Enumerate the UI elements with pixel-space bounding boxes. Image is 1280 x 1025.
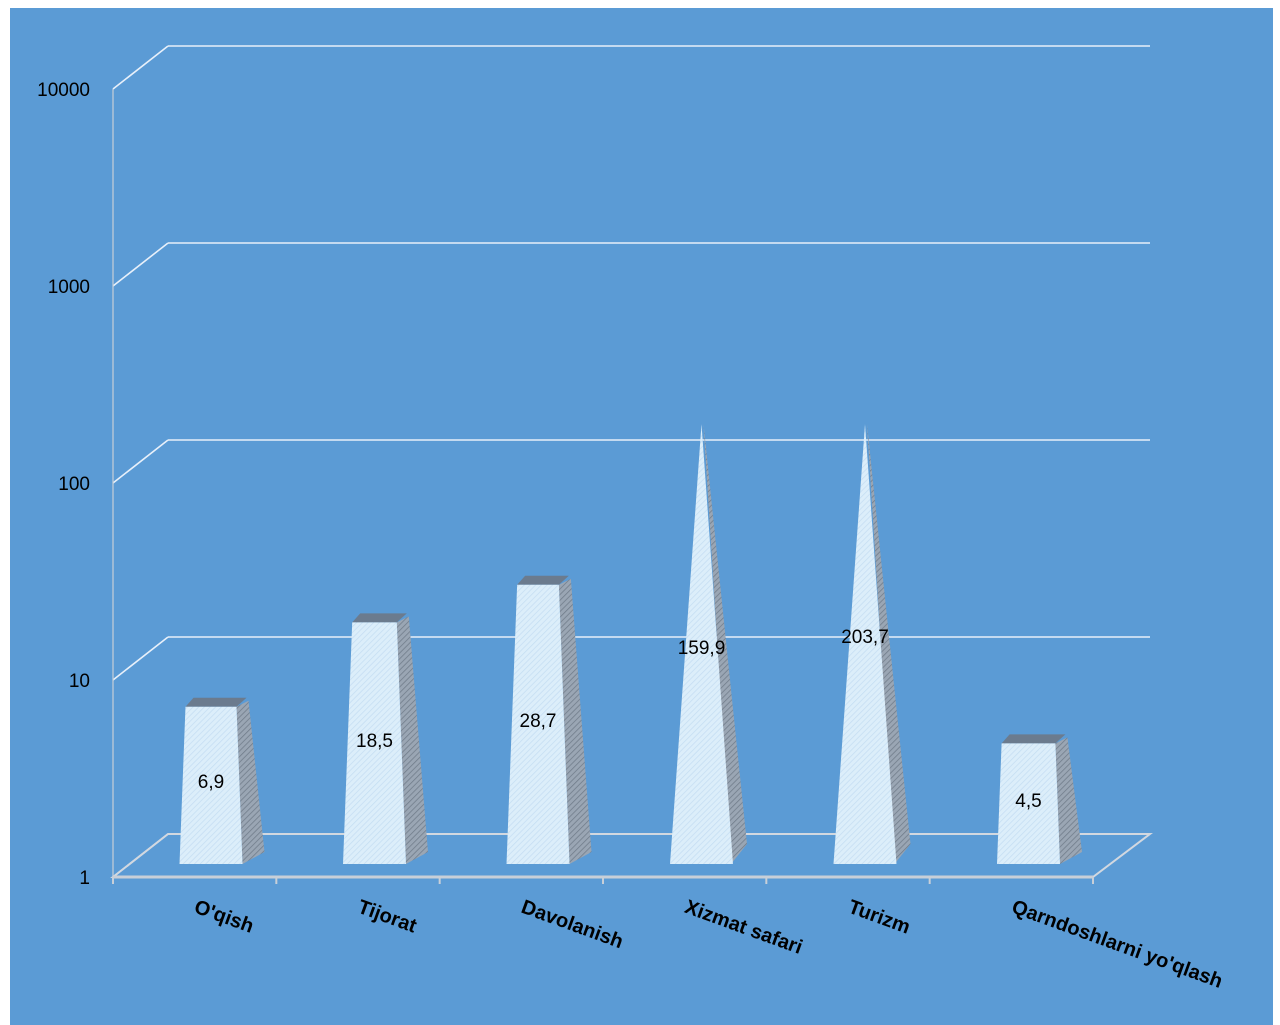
x-category-label: Davolanish — [518, 896, 626, 953]
floor — [110, 833, 1153, 878]
data-label: 4,5 — [1015, 791, 1041, 812]
data-label: 159,9 — [678, 638, 726, 659]
data-label: 18,5 — [356, 731, 393, 752]
bar-side — [1055, 737, 1082, 864]
x-category-label: Qarndoshlarni yo'qlash — [1009, 896, 1226, 993]
bar-side — [867, 424, 911, 864]
bar-side — [703, 424, 747, 864]
gridlines — [112, 45, 1150, 878]
bar-top — [1001, 734, 1066, 744]
bar-front — [506, 584, 570, 864]
bar-front — [343, 622, 406, 864]
bars — [179, 424, 1082, 864]
bar-front — [833, 424, 897, 864]
bar — [670, 424, 747, 864]
y-tick-label: 1 — [79, 868, 90, 889]
x-category-label: Xizmat safari — [682, 896, 805, 959]
bar-front — [997, 743, 1060, 864]
x-category-label: O'qish — [191, 896, 256, 938]
bar — [997, 734, 1082, 864]
bar-top — [185, 697, 247, 707]
gridline-side — [112, 242, 169, 287]
bar-side — [558, 578, 592, 864]
data-label: 28,7 — [520, 711, 557, 732]
gridline-side — [112, 439, 169, 484]
y-tick-label: 10000 — [37, 80, 90, 101]
y-tick-label: 10 — [69, 671, 90, 692]
gridline-side — [112, 45, 169, 90]
bar-front — [179, 706, 243, 864]
bar-side — [396, 616, 428, 864]
data-label: 203,7 — [841, 627, 889, 648]
bar — [179, 697, 265, 864]
bar-top — [517, 575, 569, 585]
x-category-label: Turizm — [845, 896, 913, 939]
bar-top — [352, 613, 407, 623]
bar — [506, 575, 592, 864]
bar — [343, 613, 428, 864]
y-tick-label: 100 — [58, 474, 90, 495]
bar-front — [670, 424, 733, 864]
y-tick-label: 1000 — [48, 277, 90, 298]
bar-side — [236, 700, 265, 864]
bar — [833, 424, 911, 864]
x-category-label: Tijorat — [355, 896, 420, 938]
data-label: 6,9 — [198, 772, 224, 793]
axes — [110, 89, 1153, 884]
gridline-side — [112, 636, 169, 681]
